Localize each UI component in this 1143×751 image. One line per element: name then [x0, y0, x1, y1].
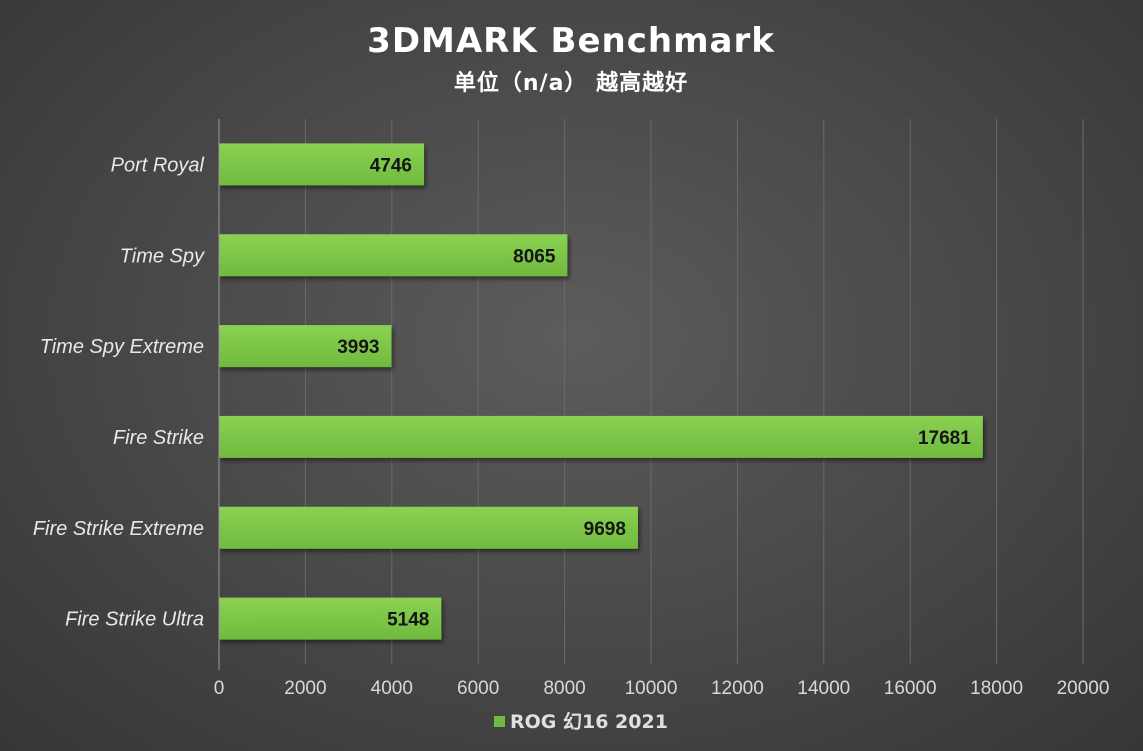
category-labels: Port Royal Time Spy Time Spy Extreme Fire S…: [33, 154, 205, 630]
category-label: Fire Strike Ultra: [65, 609, 204, 631]
bar: [219, 143, 425, 186]
x-tick-label: 10000: [625, 678, 678, 699]
bar: [219, 325, 392, 368]
bar: [219, 415, 983, 458]
category-label: Time Spy Extreme: [40, 336, 204, 358]
x-tick-label: 6000: [457, 678, 499, 699]
x-axis-tick-labels: 0 2000 4000 6000 8000 10000 12000 14000 16000 180…: [214, 678, 1110, 699]
bar-value-label: 5148: [387, 610, 429, 631]
bar: [219, 506, 638, 549]
x-tick-label: 4000: [371, 678, 413, 699]
x-tick-label: 2000: [284, 678, 326, 699]
x-tick-label: 12000: [711, 678, 764, 699]
legend-swatch: [494, 716, 505, 727]
x-tick-label: 14000: [797, 678, 850, 699]
bar: [219, 597, 442, 640]
chart-subtitle: 单位（n/a） 越高越好: [454, 70, 688, 96]
bar-value-label: 3993: [337, 337, 379, 358]
x-tick-label: 20000: [1057, 678, 1110, 699]
legend-label: ROG 幻16 2021: [510, 710, 668, 733]
bars: 4746 8065 3993 17681 9698 5148: [219, 143, 983, 640]
category-label: Time Spy: [120, 245, 205, 267]
category-label: Fire Strike: [113, 427, 204, 449]
chart-title: 3DMARK Benchmark: [367, 21, 775, 61]
category-label: Port Royal: [111, 154, 205, 176]
bar-value-label: 17681: [918, 428, 971, 449]
bar: [219, 234, 568, 277]
category-label: Fire Strike Extreme: [33, 518, 204, 540]
bar-value-label: 4746: [370, 155, 412, 176]
x-tick-label: 18000: [970, 678, 1023, 699]
legend: ROG 幻16 2021: [494, 710, 668, 733]
bar-value-label: 8065: [513, 246, 556, 267]
bar-value-label: 9698: [584, 519, 626, 540]
x-tick-label: 8000: [543, 678, 585, 699]
gridlines: [304, 119, 1084, 664]
x-tick-label: 0: [214, 678, 225, 699]
x-tick-label: 16000: [884, 678, 937, 699]
